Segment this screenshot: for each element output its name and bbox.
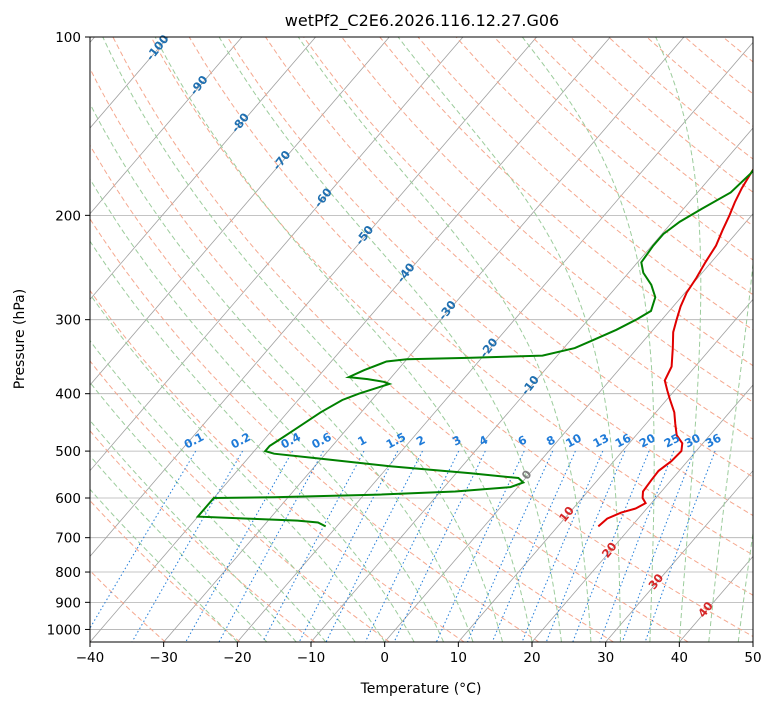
isotherm-line [237, 41, 753, 642]
plot-frame [89, 36, 754, 643]
y-tick-label: 300 [55, 313, 81, 329]
y-tick-label: 700 [55, 531, 81, 547]
moist-adiabat-line [397, 37, 621, 642]
dewpoint-profile-line [195, 168, 753, 528]
dry-adiabat-line [303, 37, 753, 440]
y-tick-label: 1000 [47, 622, 81, 638]
moist-adiabat-line [102, 37, 503, 642]
moist-adiabat-line [297, 37, 592, 642]
mixing-ratio-line [621, 450, 695, 642]
mixing-ratio-line [393, 450, 486, 642]
mixing-ratio-label: 25 [662, 431, 683, 451]
mixing-ratio-line [262, 450, 365, 642]
isotherm-line [90, 37, 316, 300]
dry-adiabat-line [112, 37, 753, 638]
moist-adiabat-line [90, 178, 445, 642]
x-tick-label: −20 [223, 650, 252, 666]
moist-adiabat-line [708, 258, 753, 642]
moist-adiabat-line [90, 381, 327, 642]
mixing-ratio-label: 13 [591, 431, 612, 451]
mixing-ratio-label: 10 [563, 431, 584, 451]
moist-adiabat-line [90, 419, 297, 642]
dry-adiabat-line [226, 37, 753, 517]
x-tick-label: 10 [450, 650, 467, 666]
dry-adiabat-line [90, 430, 316, 642]
mixing-ratio-label: 20 [637, 431, 658, 451]
x-tick-label: −10 [297, 650, 326, 666]
chart-title: wetPf2_C2E6.2026.116.12.27.G06 [285, 11, 559, 31]
mixing-ratio-line [364, 450, 460, 642]
mixing-ratio-line [572, 450, 650, 642]
x-tick-label: 30 [597, 650, 614, 666]
y-tick-label: 400 [55, 387, 81, 403]
mixing-ratio-line [435, 450, 525, 642]
dry-adiabat-line [90, 144, 614, 642]
mixing-ratio-line [599, 450, 675, 642]
mixing-ratio-label: 36 [703, 431, 724, 451]
y-tick-label: 600 [55, 491, 81, 507]
x-tick-label: −40 [76, 650, 105, 666]
moist-adiabat-line [737, 530, 753, 642]
profile-lines [195, 167, 753, 528]
moist-adiabat-line [521, 37, 655, 642]
dry-adiabat-line [150, 37, 753, 596]
plot-area: 0.1 0.2 0.4 0.6 1 1.5 2 3 4 6 8 10 13 16 20 25 30 36-100-… [89, 32, 775, 643]
dry-adiabat-line [90, 289, 465, 642]
mixing-ratio-line [545, 450, 626, 642]
y-tick-label: 800 [55, 565, 81, 581]
isotherm-line [531, 384, 753, 642]
y-axis-label: Pressure (hPa) [12, 289, 28, 389]
moist-adiabat-line [218, 37, 562, 642]
mixing-ratio-line [644, 450, 716, 642]
mixing-ratio-label: 16 [613, 431, 634, 451]
moist-adiabat-line [90, 339, 356, 642]
isotherm-line [605, 470, 753, 642]
y-tick-label: 900 [55, 595, 81, 611]
moist-adiabat-line [90, 488, 238, 642]
mixing-ratio-label: 30 [682, 431, 703, 451]
dry-adiabat-line [265, 37, 753, 478]
moist-adiabat-line [90, 240, 415, 642]
mixing-ratio-line [218, 450, 324, 642]
moist-adiabat-line [90, 293, 386, 642]
x-tick-label: −30 [149, 650, 178, 666]
isotherm-line [90, 37, 537, 557]
isotherm-line [90, 37, 243, 215]
dry-adiabat-line [90, 499, 241, 642]
dry-adiabat-line [90, 360, 390, 642]
mixing-ratio-line [185, 450, 293, 642]
isotherm-line [90, 37, 464, 472]
isotherm-line [458, 298, 753, 642]
dry-adiabat-line [417, 37, 753, 331]
dry-adiabat-line [90, 218, 540, 642]
background-lines [90, 37, 775, 642]
isotherm-line [90, 37, 611, 642]
dry-adiabat-line [379, 37, 753, 367]
y-tick-label: 500 [55, 444, 81, 460]
isotherm-line [90, 37, 390, 386]
temperature-profile-line [597, 167, 753, 528]
moist-adiabat-line [90, 102, 474, 642]
x-tick-label: 0 [380, 650, 389, 666]
y-tick-label: 200 [55, 208, 81, 224]
x-axis-label: Temperature (°C) [360, 681, 482, 697]
x-tick-label: 50 [744, 650, 761, 666]
dry-adiabat-line [761, 37, 775, 642]
x-tick-label: 40 [671, 650, 688, 666]
y-axis: 100 200 300 400 500 600 700 800 900 1000 [47, 30, 90, 638]
x-axis: −40 −30 −20 −10 0 10 20 30 40 50 [76, 642, 762, 666]
moist-adiabat-line [154, 37, 533, 642]
isotherm-line [384, 213, 753, 642]
isotherm-line [752, 641, 753, 642]
dry-adiabat-line [90, 67, 689, 642]
dry-adiabat-line [188, 37, 753, 556]
moist-adiabat-line [655, 37, 702, 642]
isotherm-line [310, 127, 753, 642]
x-tick-label: 20 [523, 650, 540, 666]
y-tick-label: 100 [55, 30, 81, 46]
